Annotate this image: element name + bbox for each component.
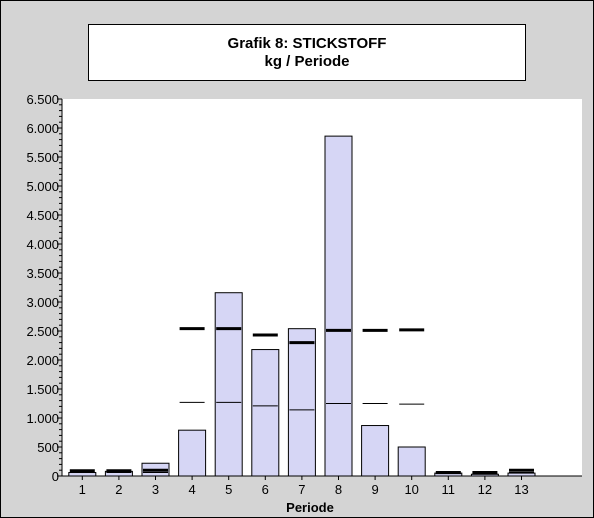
- x-tick-label: 4: [188, 482, 195, 497]
- chart-title: Grafik 8: STICKSTOFF: [227, 35, 387, 52]
- y-tick-label: 4.500: [26, 208, 59, 223]
- x-tick-label: 13: [514, 482, 528, 497]
- plot-area: [62, 99, 582, 476]
- bar: [178, 429, 207, 477]
- y-tick-label: 500: [37, 440, 59, 455]
- bar: [397, 446, 426, 477]
- chart-subtitle: kg / Periode: [264, 53, 350, 70]
- x-ticks-group: 1 2 3 4 5 6 7 8 9 10 11 12 13: [79, 476, 529, 497]
- x-tick-label: 10: [404, 482, 418, 497]
- y-tick-label: 2.000: [26, 353, 59, 368]
- y-tick-label: 1.500: [26, 382, 59, 397]
- y-ticks-group: 0 500 1.000 1.500 2.000 2.500 3.000 3.500 4.000 4…: [26, 92, 62, 484]
- x-tick-label: 1: [79, 482, 86, 497]
- y-tick-label: 2.500: [26, 324, 59, 339]
- x-tick-label: 3: [152, 482, 159, 497]
- bar: [324, 135, 353, 477]
- y-tick-label: 0: [52, 469, 59, 484]
- bar: [68, 472, 97, 477]
- bars-group: [68, 135, 536, 477]
- x-axis-label: Periode: [286, 500, 334, 515]
- bar: [251, 349, 280, 477]
- x-tick-label: 6: [262, 482, 269, 497]
- x-tick-label: 8: [335, 482, 342, 497]
- bar: [214, 292, 243, 477]
- x-tick-label: 9: [371, 482, 378, 497]
- y-tick-label: 5.000: [26, 179, 59, 194]
- y-tick-label: 3.000: [26, 295, 59, 310]
- y-tick-label: 1.000: [26, 411, 59, 426]
- x-tick-label: 2: [115, 482, 122, 497]
- y-tick-label: 6.500: [26, 92, 59, 107]
- y-tick-label: 4.000: [26, 237, 59, 252]
- x-tick-label: 11: [442, 482, 456, 497]
- y-tick-label: 5.500: [26, 150, 59, 165]
- bar: [361, 425, 390, 477]
- y-tick-label: 3.500: [26, 266, 59, 281]
- markers-group: [69, 327, 534, 475]
- chart-title-box: Grafik 8: STICKSTOFF kg / Periode: [88, 24, 526, 81]
- bar: [287, 328, 316, 477]
- x-tick-label: 7: [298, 482, 305, 497]
- y-tick-label: 6.000: [26, 121, 59, 136]
- x-tick-label: 5: [225, 482, 232, 497]
- x-tick-label: 12: [478, 482, 492, 497]
